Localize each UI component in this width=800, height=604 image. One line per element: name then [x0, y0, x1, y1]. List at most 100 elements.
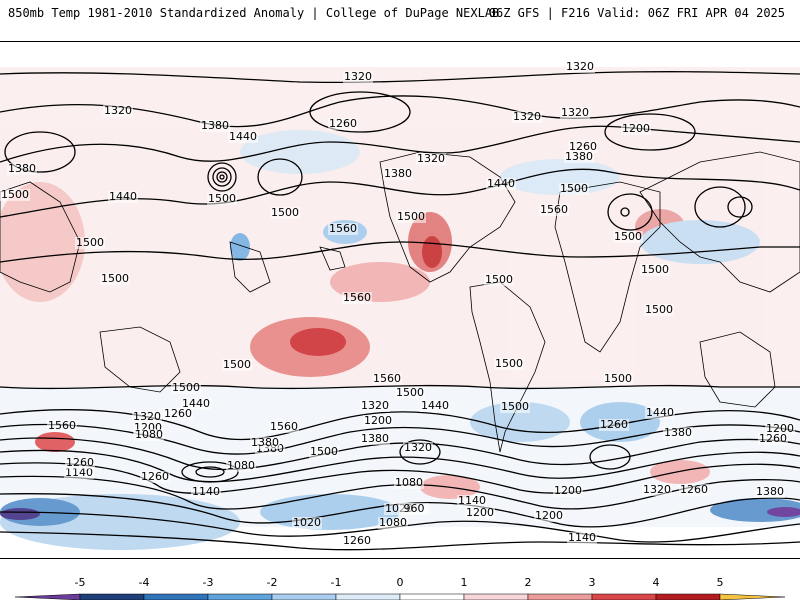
- contour-label-bg: [553, 485, 583, 497]
- contour-label-bg: [328, 223, 358, 235]
- contour-label: 1200: [554, 484, 582, 497]
- contour-label-bg: [360, 400, 390, 412]
- contour-label-bg: [539, 204, 569, 216]
- contour-label: 1560: [540, 203, 568, 216]
- contour-label: 1260: [329, 117, 357, 130]
- contour-label: 1260: [600, 418, 628, 431]
- contour-label: 1500: [645, 303, 673, 316]
- contour-label: 1200: [466, 506, 494, 519]
- contour-label-bg: [0, 189, 30, 201]
- contour-label: 1440: [182, 397, 210, 410]
- contour-label: 1440: [646, 406, 674, 419]
- contour-label-bg: [100, 273, 130, 285]
- contour-label: 1140: [458, 494, 486, 507]
- legend-swatch: [143, 593, 209, 601]
- contour-label-bg: [416, 153, 446, 165]
- legend-swatch: [655, 593, 721, 601]
- contour-label-bg: [567, 532, 597, 544]
- contour-label-bg: [292, 517, 322, 529]
- contour-label: 1260: [680, 483, 708, 496]
- contour-label-bg: [342, 535, 372, 547]
- contour-label: 1320: [361, 399, 389, 412]
- contour-label: 1560: [373, 372, 401, 385]
- contour-label-bg: [65, 457, 95, 469]
- contour-label-bg: [403, 442, 433, 454]
- contour-label: 1500: [495, 357, 523, 370]
- contour-label-bg: [564, 151, 594, 163]
- contour-label-bg: [640, 264, 670, 276]
- contour-label-bg: [222, 359, 252, 371]
- contour-label-bg: [394, 477, 424, 489]
- contour-label-bg: [372, 373, 402, 385]
- contour-label-bg: [494, 358, 524, 370]
- legend-swatch: [463, 593, 529, 601]
- color-legend: -5 -4 -3 -2 -1 0 1 2 3 4 5: [0, 570, 800, 601]
- color-legend-bar: -5 -4 -3 -2 -1 0 1 2 3 4 5: [14, 576, 786, 601]
- contour-label-bg: [420, 400, 450, 412]
- contour-label: 1500: [1, 188, 29, 201]
- contour-label: 1440: [109, 190, 137, 203]
- legend-swatch: [271, 593, 337, 601]
- contour-label: 1320: [344, 70, 372, 83]
- contour-label-bg: [644, 304, 674, 316]
- contour-label-bg: [171, 382, 201, 394]
- legend-tick-label: 2: [525, 576, 532, 589]
- contour-label: 1380: [565, 150, 593, 163]
- legend-swatch: [399, 593, 465, 601]
- contour-label-bg: [396, 211, 426, 223]
- contour-label-bg: [484, 274, 514, 286]
- contour-label: 1320: [513, 110, 541, 123]
- contour-label-bg: [679, 484, 709, 496]
- contour-label-bg: [395, 387, 425, 399]
- contour-label: 1260: [569, 140, 597, 153]
- contour-label: 1380: [756, 485, 784, 498]
- contour-label-bg: [140, 471, 170, 483]
- contour-label-bg: [342, 292, 372, 304]
- contour-label: 1440: [421, 399, 449, 412]
- contour-label: 1500: [172, 381, 200, 394]
- contour-label: 1200: [535, 509, 563, 522]
- contour-label: 1260: [141, 470, 169, 483]
- contour-label: 1380: [361, 432, 389, 445]
- contour-label: 1320: [566, 60, 594, 73]
- anomaly-shading: [0, 67, 800, 550]
- contour-label: 1500: [641, 263, 669, 276]
- contour-label: 1500: [604, 372, 632, 385]
- legend-swatch: [207, 593, 273, 601]
- contour-label: 1080: [379, 516, 407, 529]
- contour-label: 1500: [223, 358, 251, 371]
- contour-label-bg: [228, 131, 258, 143]
- contour-label-bg: [755, 486, 785, 498]
- contour-label-bg: [378, 517, 408, 529]
- contour-label: 1080: [227, 459, 255, 472]
- contour-label-bg: [559, 183, 589, 195]
- contour-label: 960: [404, 502, 425, 515]
- contour-label-bg: [47, 420, 77, 432]
- contour-label: 1380: [8, 162, 36, 175]
- contour-label: 1200: [364, 414, 392, 427]
- contour-label-bg: [7, 163, 37, 175]
- contour-label-bg: [486, 178, 516, 190]
- legend-swatch: [335, 593, 401, 601]
- contour-label: 1500: [271, 206, 299, 219]
- contour-label-bg: [765, 423, 795, 435]
- legend-extend-high: [719, 593, 786, 601]
- contour-label: 1380: [251, 436, 279, 449]
- coastlines: [0, 151, 800, 453]
- contour-label: 1320: [133, 410, 161, 423]
- contour-label-bg: [399, 503, 429, 515]
- contour-label-bg: [534, 510, 564, 522]
- contour-label: 1500: [208, 192, 236, 205]
- legend-tick-label: -4: [139, 576, 150, 589]
- contour-label: 1140: [192, 485, 220, 498]
- legend-tick-label: -1: [331, 576, 342, 589]
- contour-label: 1500: [614, 230, 642, 243]
- contour-label-bg: [134, 429, 164, 441]
- contour-label: 1200: [622, 122, 650, 135]
- contour-label: 1320: [417, 152, 445, 165]
- contour-label-bg: [328, 118, 358, 130]
- contour-label-bg: [103, 105, 133, 117]
- contour-label: 1560: [343, 291, 371, 304]
- map-title: 850mb Temp 1981-2010 Standardized Anomal…: [8, 6, 500, 20]
- contour-label: 1500: [101, 272, 129, 285]
